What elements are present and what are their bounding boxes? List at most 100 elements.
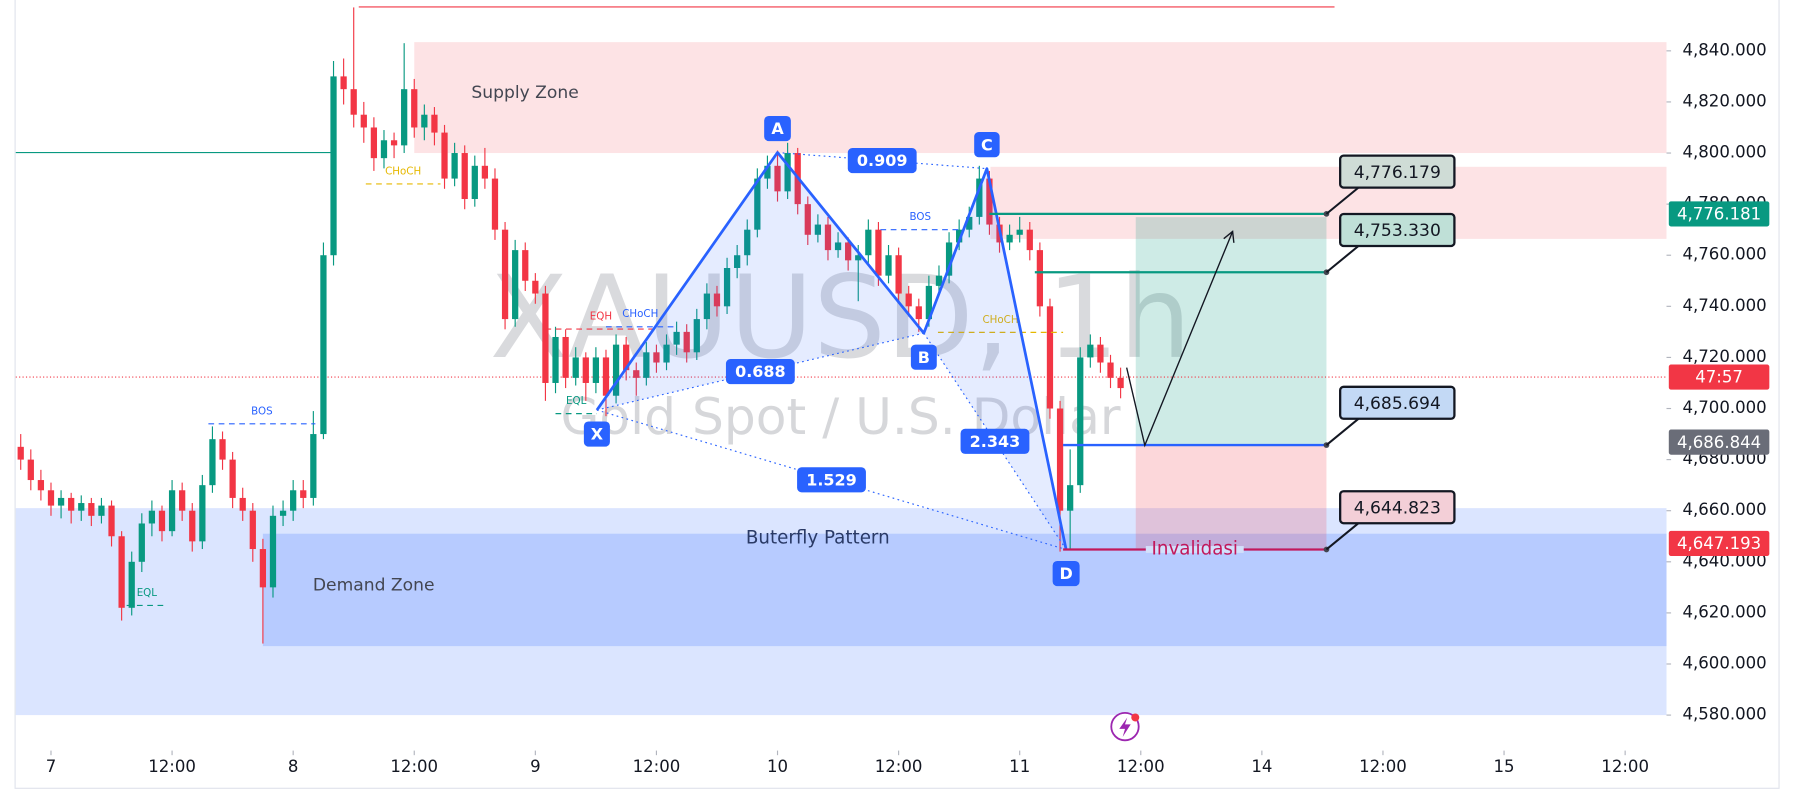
pattern-fill (596, 152, 924, 411)
candle-body (481, 165, 489, 179)
pattern-ratio: 0.688 (735, 362, 786, 381)
pattern-name: Buterfly Pattern (746, 527, 890, 548)
price-tag-bg (1668, 530, 1770, 556)
candle-body (118, 536, 125, 608)
callout-box (1339, 490, 1456, 525)
candle-body (512, 250, 519, 320)
candle-body (824, 224, 832, 251)
pattern-point: D (1059, 564, 1072, 583)
target-box (1135, 217, 1327, 446)
stop-box (1135, 445, 1327, 549)
pattern-point-bg (583, 421, 610, 447)
candle-body (734, 255, 741, 268)
candle-body (320, 255, 327, 435)
candle-body (653, 352, 660, 363)
candle-body (572, 357, 579, 378)
zones-layer (15, 42, 1667, 716)
price-tag: 4,686.844 (1677, 433, 1761, 452)
candle-body (501, 229, 509, 320)
candle-body (421, 114, 428, 128)
y-tick-label: 4,660.000 (1683, 500, 1767, 519)
level-annotation-bg (1145, 546, 1244, 553)
candle-body (1046, 306, 1054, 409)
candle-body (1087, 344, 1094, 358)
candle-body (845, 242, 852, 261)
pattern-point-bg (974, 132, 1000, 158)
x-tick-label: 7 (46, 757, 57, 776)
candle-body (269, 515, 277, 588)
marker-label: BOS (251, 405, 272, 417)
main-layer: Supply Zone Demand Zone BOS CHoCH EQL EQH CHoC… (15, 6, 1770, 776)
candle-body (865, 229, 872, 256)
candle-body (47, 490, 55, 506)
countdown-tag: 47:57 (1695, 368, 1743, 387)
pattern-fill (923, 168, 1067, 550)
candle-body (390, 140, 398, 146)
candle-body (915, 306, 922, 320)
zone-label: Supply Zone (471, 83, 578, 103)
y-tick-label: 4,720.000 (1683, 347, 1767, 366)
x-tick-label: 15 (1494, 757, 1515, 776)
candle-body (623, 344, 630, 371)
y-tick-label: 4,600.000 (1683, 653, 1767, 672)
icon-bolt (1119, 717, 1131, 737)
candle-body (199, 485, 206, 542)
y-tick-label: 4,640.000 (1683, 551, 1767, 570)
frame (14, 0, 1780, 789)
candle-body (108, 505, 115, 537)
candle-body (713, 293, 721, 307)
candle-body (441, 132, 448, 179)
candle-body (259, 549, 267, 588)
candle-body (290, 490, 297, 511)
candle-body (582, 357, 589, 383)
candle-body (471, 165, 478, 200)
candle-body (703, 293, 711, 320)
projection-arrowhead (1223, 230, 1235, 243)
x-tick-label: 12:00 (1601, 757, 1649, 776)
candle-body (189, 510, 196, 542)
zone (262, 533, 1667, 647)
candle-body (88, 503, 95, 516)
candle-body (602, 357, 610, 396)
candle-body (229, 459, 236, 498)
candle-body (491, 178, 499, 230)
price-tag: 4,647.193 (1677, 534, 1761, 553)
candle-body (27, 459, 34, 481)
pattern-point-bg (764, 115, 791, 142)
x-tick-label: 11 (1009, 757, 1030, 776)
y-tick-label: 4,760.000 (1683, 245, 1767, 264)
callout-connector (1325, 522, 1360, 551)
pattern-point: C (981, 135, 993, 154)
x-tick-label: 14 (1251, 757, 1272, 776)
x-tick-label: 12:00 (875, 757, 923, 776)
marker-label: EQL (566, 395, 587, 407)
candle-body (612, 344, 620, 396)
candle-body (895, 255, 902, 294)
candle-body (128, 561, 135, 608)
callout-box (1339, 212, 1456, 248)
x-tick-label: 12:00 (633, 757, 681, 776)
marker-label: EQL (137, 587, 158, 599)
y-tick-label: 4,840.000 (1683, 40, 1767, 59)
pattern-ratio: 2.343 (970, 432, 1021, 451)
x-tick-label: 10 (767, 757, 788, 776)
x-tick-label: 12:00 (148, 757, 196, 776)
candle-body (1016, 229, 1023, 235)
x-tick-label: 12:00 (1117, 757, 1165, 776)
candle-body (905, 293, 912, 307)
candle-body (814, 224, 822, 235)
candle-body (532, 280, 539, 294)
candle-body (1026, 229, 1033, 251)
marker-label: CHoCH (982, 314, 1018, 326)
pattern-ratio-bg (960, 428, 1030, 454)
pattern-legs (595, 151, 1068, 550)
pattern-point-bg (1052, 560, 1080, 587)
y-tick-label: 4,700.000 (1683, 398, 1767, 417)
candle-body (411, 89, 418, 128)
candle-body (784, 153, 791, 192)
candle-body (209, 439, 216, 486)
pattern-point: B (918, 348, 930, 367)
candle-body (330, 76, 337, 256)
